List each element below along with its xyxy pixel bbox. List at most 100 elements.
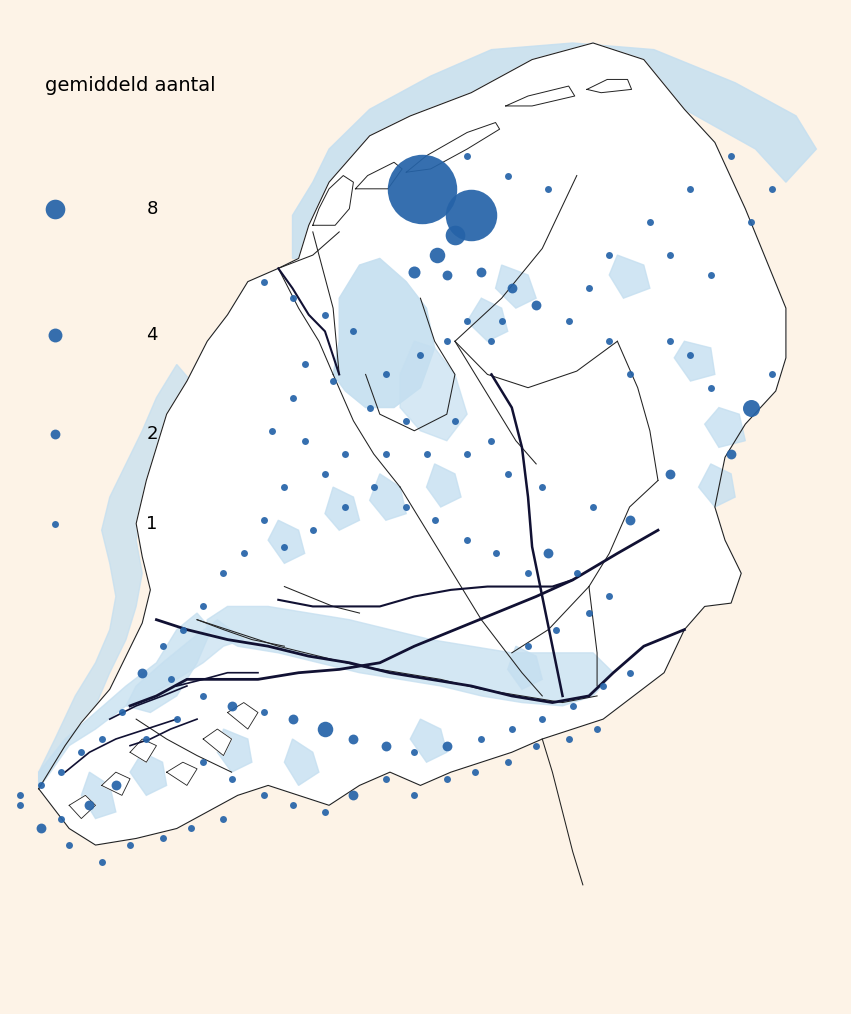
- Polygon shape: [426, 464, 461, 507]
- Point: [135, 664, 149, 680]
- Point: [408, 744, 421, 760]
- Polygon shape: [406, 123, 500, 172]
- Point: [257, 274, 271, 290]
- Point: [367, 479, 380, 495]
- Point: [541, 546, 555, 562]
- Point: [237, 546, 250, 562]
- Polygon shape: [101, 772, 130, 795]
- Point: [217, 810, 231, 826]
- Point: [704, 379, 717, 395]
- Point: [440, 737, 454, 753]
- Point: [399, 499, 413, 515]
- Point: [176, 622, 190, 638]
- Point: [54, 810, 68, 826]
- Point: [109, 778, 123, 794]
- Point: [399, 413, 413, 429]
- Point: [414, 347, 427, 363]
- Point: [298, 356, 311, 372]
- Point: [494, 313, 508, 330]
- Point: [318, 721, 332, 737]
- Polygon shape: [325, 487, 359, 530]
- Point: [257, 705, 271, 721]
- Polygon shape: [505, 86, 574, 105]
- Point: [468, 764, 482, 780]
- Point: [664, 465, 677, 482]
- Point: [535, 711, 549, 727]
- Point: [379, 771, 392, 787]
- Point: [566, 698, 580, 714]
- Point: [408, 264, 421, 280]
- Point: [49, 327, 62, 343]
- Point: [318, 804, 332, 820]
- Point: [379, 737, 392, 753]
- Point: [745, 400, 758, 416]
- Point: [225, 698, 238, 714]
- Point: [156, 638, 169, 654]
- Point: [501, 465, 515, 482]
- Point: [257, 512, 271, 528]
- Point: [339, 499, 352, 515]
- Point: [603, 247, 616, 264]
- Point: [257, 787, 271, 803]
- Point: [225, 771, 238, 787]
- Point: [485, 334, 499, 350]
- Point: [440, 771, 454, 787]
- Point: [475, 264, 488, 280]
- Text: gemiddeld aantal: gemiddeld aantal: [45, 76, 215, 95]
- Point: [603, 334, 616, 350]
- Point: [460, 148, 474, 164]
- Polygon shape: [268, 520, 305, 564]
- Polygon shape: [130, 752, 167, 795]
- Polygon shape: [217, 729, 252, 772]
- Polygon shape: [587, 79, 631, 92]
- Point: [724, 446, 738, 462]
- Point: [623, 512, 637, 528]
- Point: [683, 347, 697, 363]
- Point: [277, 538, 291, 555]
- Point: [765, 366, 779, 382]
- Point: [562, 731, 575, 747]
- Polygon shape: [38, 364, 191, 789]
- Point: [488, 546, 502, 562]
- Point: [123, 837, 137, 853]
- Point: [460, 313, 474, 330]
- Polygon shape: [410, 719, 447, 763]
- Point: [318, 465, 332, 482]
- Polygon shape: [38, 613, 211, 789]
- Point: [197, 598, 210, 614]
- Polygon shape: [467, 298, 508, 342]
- Polygon shape: [130, 739, 157, 763]
- Point: [501, 167, 515, 184]
- Point: [448, 227, 462, 243]
- Point: [485, 433, 499, 449]
- Point: [535, 479, 549, 495]
- Polygon shape: [227, 703, 258, 729]
- Point: [428, 512, 442, 528]
- Point: [197, 687, 210, 704]
- Point: [156, 830, 169, 847]
- Point: [582, 280, 596, 296]
- Point: [115, 705, 129, 721]
- Point: [591, 721, 604, 737]
- Text: 2: 2: [146, 425, 157, 443]
- Point: [94, 731, 108, 747]
- Polygon shape: [699, 464, 735, 507]
- Polygon shape: [38, 43, 786, 845]
- Point: [460, 532, 474, 549]
- Point: [346, 731, 360, 747]
- Point: [197, 754, 210, 771]
- Point: [623, 366, 637, 382]
- Polygon shape: [508, 646, 542, 690]
- Point: [415, 180, 429, 197]
- Point: [521, 638, 534, 654]
- Point: [217, 565, 231, 581]
- Polygon shape: [356, 162, 403, 189]
- Point: [724, 148, 738, 164]
- Point: [475, 731, 488, 747]
- Point: [339, 446, 352, 462]
- Point: [286, 711, 300, 727]
- Point: [34, 820, 48, 837]
- Point: [184, 820, 197, 837]
- Polygon shape: [369, 474, 406, 520]
- Point: [541, 180, 555, 197]
